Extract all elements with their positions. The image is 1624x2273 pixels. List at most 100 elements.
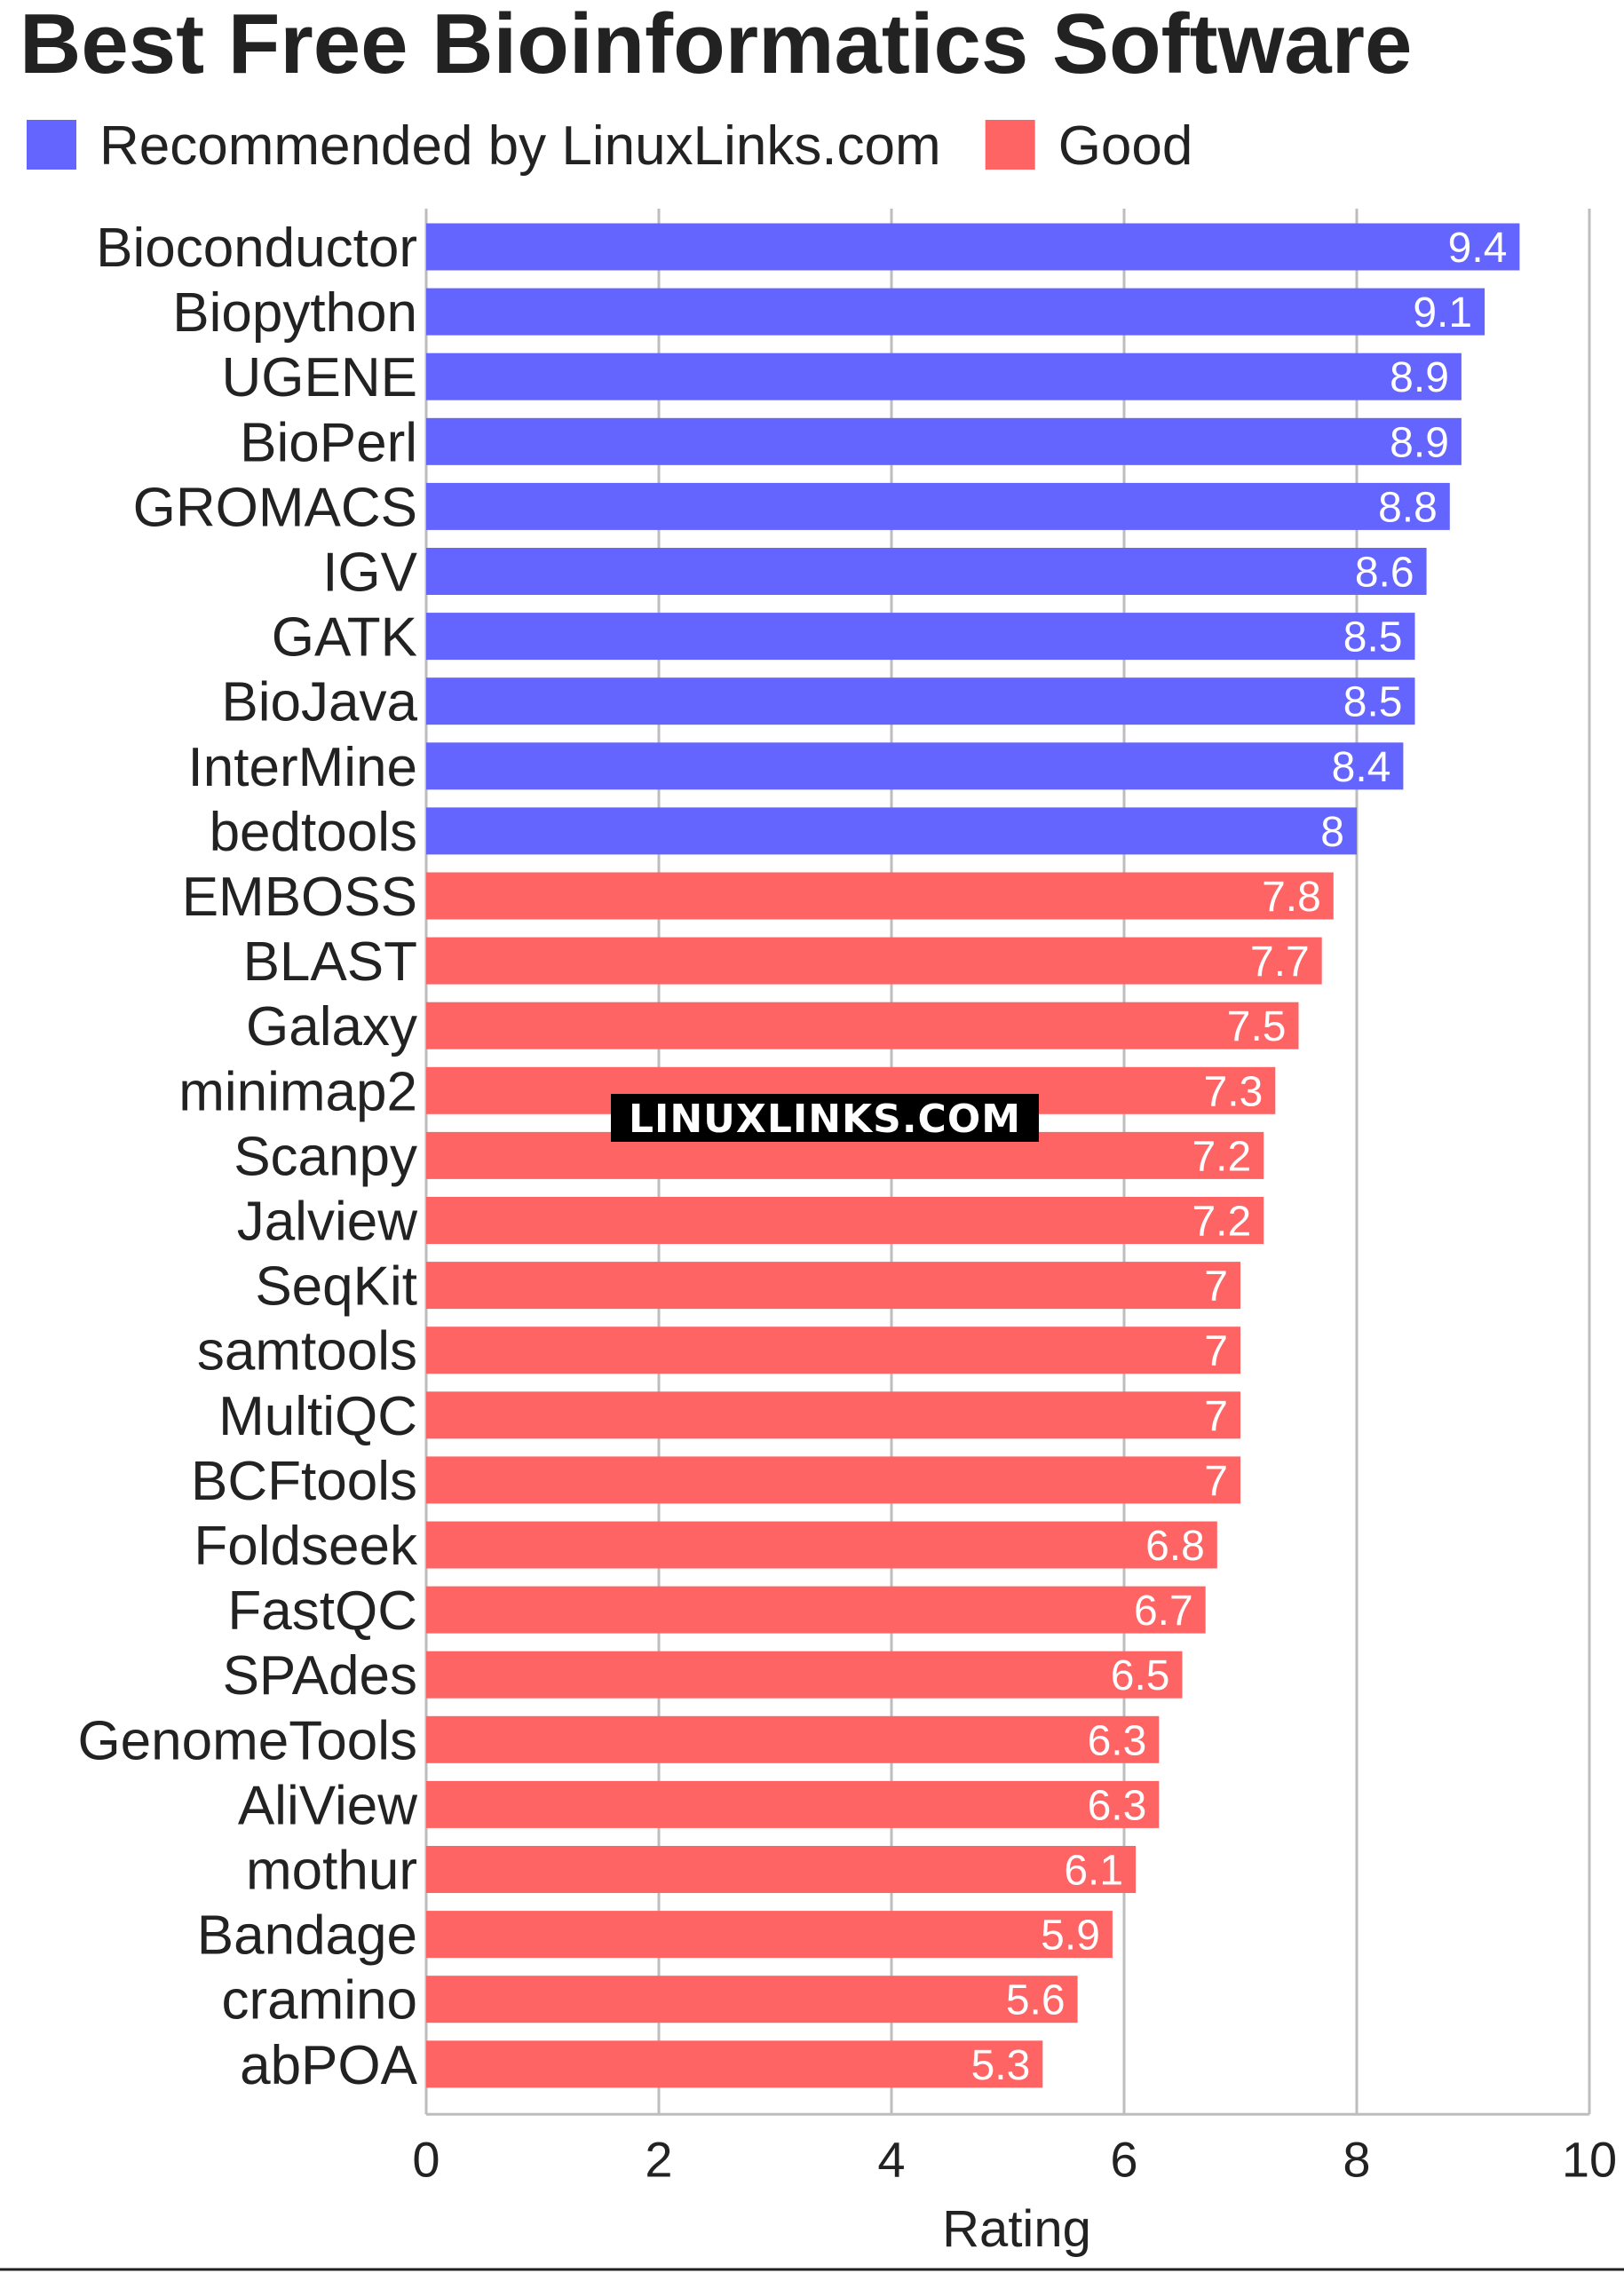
value-label-28: 5.3 [971, 2042, 1031, 2089]
value-label-10: 7.8 [1262, 874, 1321, 921]
bar-17 [426, 1327, 1240, 1374]
bar-22 [426, 1651, 1183, 1699]
legend-swatch-1 [985, 120, 1035, 170]
bar-6 [426, 613, 1415, 661]
tick-label-4: 8 [1343, 2131, 1370, 2187]
bar-2 [426, 352, 1462, 400]
bar-18 [426, 1391, 1240, 1439]
value-label-27: 5.6 [1006, 1977, 1066, 2024]
category-label-28: abPOA [240, 2035, 418, 2096]
category-label-8: InterMine [188, 737, 417, 798]
value-label-26: 5.9 [1041, 1913, 1100, 1960]
bar-19 [426, 1456, 1240, 1504]
value-label-5: 8.6 [1355, 550, 1414, 597]
category-label-20: Foldseek [194, 1516, 418, 1577]
bar-4 [426, 482, 1450, 530]
value-label-25: 6.1 [1064, 1848, 1123, 1895]
category-label-3: BioPerl [240, 412, 417, 473]
bar-11 [426, 937, 1322, 985]
watermark-text: LINUXLINKS.COM [629, 1097, 1021, 1142]
value-label-7: 8.5 [1343, 679, 1403, 726]
bar-25 [426, 1846, 1137, 1893]
watermark: LINUXLINKS.COM [611, 1094, 1039, 1142]
category-label-6: GATK [272, 607, 417, 669]
bar-8 [426, 742, 1404, 790]
bar-28 [426, 2040, 1043, 2088]
value-label-24: 6.3 [1088, 1782, 1147, 1829]
legend-label-0: Recommended by LinuxLinks.com [99, 115, 941, 177]
bars [426, 223, 1520, 2088]
chart-title: Best Free Bioinformatics Software [20, 0, 1412, 91]
category-label-27: cramino [221, 1970, 417, 2031]
category-label-16: SeqKit [255, 1256, 417, 1318]
legend: Recommended by LinuxLinks.com Good [27, 115, 1192, 177]
tick-label-5: 10 [1562, 2131, 1617, 2187]
category-label-4: GROMACS [133, 477, 417, 538]
value-label-22: 6.5 [1111, 1652, 1170, 1699]
x-axis-title: Rating [942, 2200, 1091, 2258]
category-label-17: samtools [197, 1321, 417, 1382]
value-label-15: 7.2 [1192, 1199, 1251, 1246]
value-label-16: 7 [1204, 1263, 1228, 1311]
value-label-23: 6.3 [1088, 1717, 1147, 1764]
category-label-12: Galaxy [246, 996, 417, 1057]
category-label-24: AliView [238, 1775, 417, 1836]
tick-label-3: 6 [1110, 2131, 1137, 2187]
value-label-6: 8.5 [1343, 614, 1403, 661]
value-label-12: 7.5 [1227, 1003, 1287, 1050]
category-label-1: Biopython [172, 282, 417, 344]
category-label-9: bedtools [210, 802, 417, 863]
bar-16 [426, 1262, 1240, 1310]
tick-label-0: 0 [412, 2131, 440, 2187]
bar-3 [426, 417, 1462, 465]
bar-27 [426, 1976, 1078, 2024]
category-label-11: BLAST [243, 931, 417, 993]
bar-15 [426, 1197, 1264, 1244]
bar-9 [426, 807, 1357, 855]
bar-21 [426, 1586, 1206, 1634]
category-label-18: MultiQC [218, 1386, 417, 1447]
value-label-11: 7.7 [1250, 939, 1310, 986]
watermark-background [611, 1094, 1039, 1142]
category-label-19: BCFtools [191, 1451, 417, 1512]
value-labels: 9.4 9.1 8.9 8.9 8.8 8.6 8.5 8.5 8.4 8 7.8 7.7 7.5 7.3… [971, 225, 1508, 2089]
bar-12 [426, 1002, 1299, 1049]
category-label-25: mothur [246, 1841, 417, 1902]
category-label-5: IGV [322, 543, 417, 604]
category-label-22: SPAdes [223, 1645, 417, 1707]
value-label-1: 9.1 [1413, 289, 1472, 337]
tick-label-2: 4 [877, 2131, 905, 2187]
x-axis-ticks: 0 2 4 6 8 10 [412, 2131, 1617, 2187]
bar-0 [426, 223, 1520, 271]
bar-7 [426, 677, 1415, 725]
bar-10 [426, 872, 1334, 920]
bar-5 [426, 548, 1427, 595]
value-label-9: 8 [1320, 809, 1344, 856]
bar-1 [426, 288, 1485, 336]
value-label-3: 8.9 [1390, 419, 1449, 466]
category-label-2: UGENE [222, 347, 417, 408]
value-label-19: 7 [1204, 1458, 1228, 1505]
legend-swatch-0 [27, 120, 76, 170]
category-label-21: FastQC [227, 1580, 417, 1642]
category-label-0: Bioconductor [96, 218, 417, 279]
value-label-18: 7 [1204, 1393, 1228, 1440]
category-label-23: GenomeTools [77, 1710, 417, 1771]
category-label-13: minimap2 [178, 1061, 417, 1122]
value-label-13: 7.3 [1204, 1068, 1264, 1115]
tick-label-1: 2 [645, 2131, 672, 2187]
category-label-7: BioJava [221, 672, 417, 733]
category-label-15: Jalview [237, 1192, 418, 1253]
bar-26 [426, 1911, 1113, 1959]
category-label-10: EMBOSS [182, 867, 417, 928]
category-labels: BioconductorBiopythonUGENEBioPerlGROMACS… [77, 218, 418, 2096]
bar-23 [426, 1715, 1160, 1763]
legend-label-1: Good [1058, 115, 1193, 177]
value-label-4: 8.8 [1378, 484, 1438, 531]
value-label-8: 8.4 [1332, 744, 1391, 791]
category-label-26: Bandage [197, 1905, 417, 1967]
value-label-14: 7.2 [1192, 1133, 1251, 1180]
value-label-20: 6.8 [1145, 1523, 1205, 1570]
